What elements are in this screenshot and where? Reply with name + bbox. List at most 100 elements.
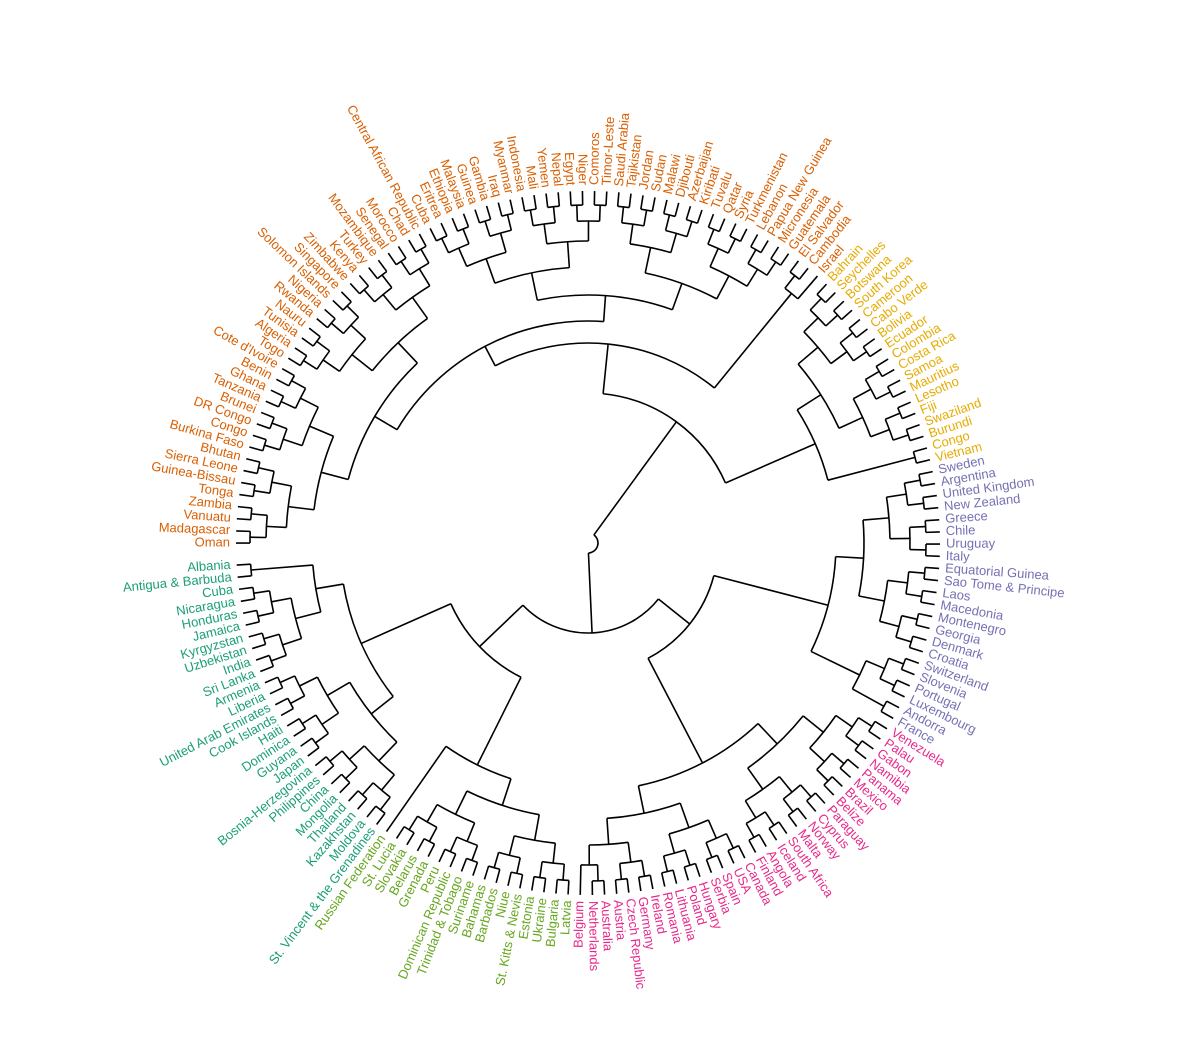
branch-arc — [823, 776, 833, 786]
branch-segment — [657, 598, 691, 625]
branch-arc — [905, 571, 910, 594]
branch-segment — [725, 443, 816, 484]
branch-segment — [497, 202, 503, 217]
branch-segment — [909, 525, 926, 529]
branch-segment — [918, 612, 933, 618]
branch-segment — [242, 609, 257, 615]
branch-segment — [533, 195, 537, 210]
branch-segment — [258, 466, 275, 473]
branch-arc — [498, 851, 521, 859]
branch-segment — [330, 773, 343, 785]
branch-segment — [269, 687, 283, 695]
branch-segment — [375, 812, 386, 825]
branch-arc — [918, 474, 922, 487]
branch-segment — [260, 411, 275, 419]
branch-segment — [649, 875, 654, 890]
branch-arc — [299, 355, 308, 366]
branch-segment — [236, 517, 251, 521]
branch-arc — [252, 587, 256, 600]
branch-segment — [644, 247, 652, 274]
branch-segment — [248, 632, 263, 638]
branch-segment — [847, 758, 860, 769]
branch-segment — [784, 275, 796, 289]
branch-segment — [377, 259, 388, 272]
branch-segment — [286, 717, 300, 727]
branch-segment — [493, 852, 500, 868]
branch-arc — [326, 318, 336, 329]
branch-segment — [265, 400, 279, 408]
branch-segment — [472, 862, 479, 876]
branch-arc — [494, 266, 570, 284]
leaf-label: Madagascar — [158, 520, 231, 537]
branch-arc — [341, 750, 358, 768]
branch-segment — [809, 297, 822, 311]
branch-segment — [886, 700, 900, 709]
branch-segment — [810, 650, 860, 676]
branch-segment — [602, 343, 609, 394]
branch-arc — [338, 338, 367, 372]
branch-segment — [309, 425, 334, 437]
leaf-label: Iraq — [485, 173, 505, 198]
branch-segment — [314, 732, 329, 744]
branch-segment — [852, 688, 885, 708]
branch-segment — [476, 676, 522, 766]
branch-segment — [628, 193, 632, 208]
branch-segment — [339, 782, 351, 794]
leaf-label: Sudan — [648, 153, 670, 193]
branch-segment — [858, 595, 885, 602]
branch-arc — [707, 243, 729, 254]
branch-segment — [420, 248, 430, 264]
branch-arc — [444, 848, 456, 855]
branch-arc — [250, 507, 253, 520]
branch-segment — [530, 272, 539, 301]
branch-segment — [428, 826, 438, 842]
branch-segment — [282, 637, 302, 646]
branch-arc — [806, 792, 817, 802]
branch-arc — [803, 331, 832, 365]
branch-segment — [725, 833, 735, 849]
branch-segment — [766, 261, 777, 276]
branch-arc — [661, 869, 674, 874]
branch-segment — [745, 823, 755, 838]
branch-segment — [614, 879, 618, 894]
branch-segment — [307, 746, 320, 757]
branch-segment — [316, 318, 329, 329]
branch-segment — [484, 220, 491, 237]
branch-segment — [637, 785, 645, 814]
branch-segment — [509, 199, 514, 214]
leaf-label: Niue — [492, 890, 513, 919]
branch-segment — [674, 202, 680, 217]
branch-arc — [403, 825, 415, 834]
branch-segment — [747, 767, 764, 790]
branch-segment — [237, 505, 252, 509]
branch-segment — [685, 205, 692, 220]
branch-segment — [253, 590, 270, 594]
branch-arc — [301, 406, 319, 446]
branch-segment — [321, 712, 339, 726]
branch-segment — [641, 860, 646, 877]
branch-arc — [839, 342, 855, 362]
branch-segment — [906, 424, 920, 431]
branch-segment — [427, 843, 436, 857]
branch-segment — [291, 379, 306, 390]
branch-segment — [869, 348, 883, 358]
branch-arc — [787, 807, 799, 816]
branch-segment — [739, 228, 748, 242]
branch-segment — [709, 248, 719, 268]
branch-segment — [663, 199, 668, 214]
branch-arc — [312, 336, 321, 347]
branch-arc — [638, 874, 651, 878]
branch-segment — [707, 819, 718, 839]
branch-segment — [460, 858, 468, 872]
branch-segment — [290, 695, 305, 705]
branch-segment — [259, 665, 274, 673]
branch-arc — [619, 859, 642, 865]
branch-segment — [905, 593, 922, 598]
branch-arc — [903, 483, 909, 506]
branch-segment — [603, 880, 606, 895]
branch-arc — [684, 862, 696, 868]
branch-arc — [489, 229, 512, 238]
branch-segment — [495, 869, 501, 884]
branch-segment — [816, 283, 828, 295]
branch-segment — [440, 222, 448, 237]
